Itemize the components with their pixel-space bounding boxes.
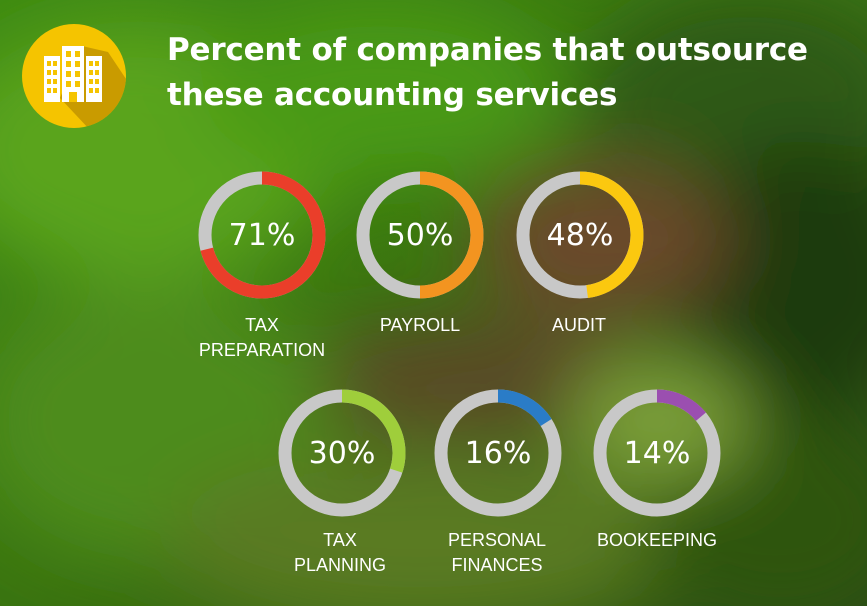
donut-arc xyxy=(656,389,706,422)
category-label-line: TAX xyxy=(323,530,357,550)
value-label: 48% xyxy=(546,217,614,253)
category-label-line: FINANCES xyxy=(451,555,543,575)
value-label: 30% xyxy=(308,435,376,471)
value-label: 71% xyxy=(228,217,296,253)
donut-payroll: 50% xyxy=(350,165,490,305)
category-label-tax-preparation: TAX PREPARATION xyxy=(167,313,357,363)
category-label-payroll: PAYROLL xyxy=(325,313,515,338)
category-label-audit: AUDIT xyxy=(484,313,674,338)
category-label-line: AUDIT xyxy=(552,315,606,335)
donut-arc xyxy=(497,389,552,427)
title-line-2: these accounting services xyxy=(167,77,618,113)
donut-tax-planning: 30% xyxy=(272,383,412,523)
page-title: Percent of companies that outsource thes… xyxy=(167,28,847,118)
logo xyxy=(20,22,128,130)
value-label: 50% xyxy=(386,217,454,253)
value-label: 16% xyxy=(464,435,532,471)
donut-arc xyxy=(579,171,644,298)
category-label-line: TAX xyxy=(245,315,279,335)
donut-personal-finances: 16% xyxy=(428,383,568,523)
donut-audit: 48% xyxy=(510,165,650,305)
title-line-1: Percent of companies that outsource xyxy=(167,32,808,68)
category-label-line: BOOKEEPING xyxy=(596,530,718,550)
donut-bookeeping: 14% xyxy=(587,383,727,523)
category-label-line: PREPARATION xyxy=(198,340,326,360)
category-label-line: PERSONAL xyxy=(447,530,547,550)
donut-arc xyxy=(419,171,484,299)
donut-arc xyxy=(200,171,326,299)
value-label: 14% xyxy=(623,435,691,471)
category-label-bookeeping: BOOKEEPING xyxy=(562,528,752,553)
category-label-line: PAYROLL xyxy=(379,315,461,335)
category-label-personal-finances: PERSONAL FINANCES xyxy=(402,528,592,578)
donut-tax-preparation: 71% xyxy=(192,165,332,305)
category-label-line: PLANNING xyxy=(293,555,387,575)
category-label-tax-planning: TAX PLANNING xyxy=(245,528,435,578)
building-icon xyxy=(22,24,126,128)
donut-arc xyxy=(341,389,406,473)
